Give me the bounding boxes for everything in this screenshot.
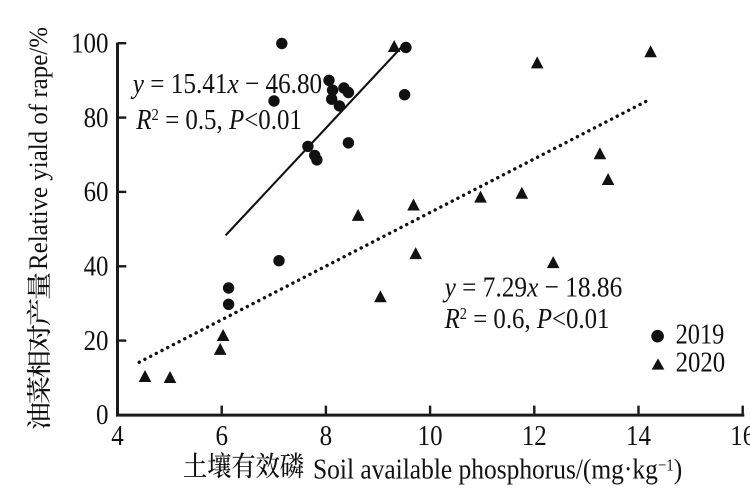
svg-text:60: 60 [84, 176, 109, 208]
svg-text:40: 40 [84, 251, 109, 283]
svg-text:4: 4 [111, 420, 124, 452]
svg-text:Relative yiald of rape/%: Relative yiald of rape/% [23, 27, 53, 270]
svg-text:20: 20 [84, 325, 109, 357]
svg-text:2020: 2020 [676, 346, 726, 378]
svg-text:100: 100 [71, 27, 108, 59]
svg-text:y = 7.29x − 18.86: y = 7.29x − 18.86 [442, 271, 622, 303]
svg-text:8: 8 [320, 420, 333, 452]
svg-text:2019: 2019 [676, 318, 725, 350]
svg-text:y = 15.41x − 46.80: y = 15.41x − 46.80 [130, 67, 322, 99]
svg-text:R2 = 0.6, P<0.01: R2 = 0.6, P<0.01 [444, 302, 610, 334]
svg-text:80: 80 [84, 102, 109, 134]
svg-text:Soil available phosphorus/(mg·: Soil available phosphorus/(mg·kg−1) [313, 453, 682, 485]
svg-text:12: 12 [522, 420, 547, 452]
svg-text:0: 0 [96, 399, 109, 431]
svg-text:14: 14 [626, 420, 651, 452]
svg-text:16: 16 [730, 420, 750, 452]
svg-text:6: 6 [215, 420, 228, 452]
svg-text:10: 10 [418, 420, 443, 452]
svg-text:R2 = 0.5, P<0.01: R2 = 0.5, P<0.01 [135, 103, 302, 135]
